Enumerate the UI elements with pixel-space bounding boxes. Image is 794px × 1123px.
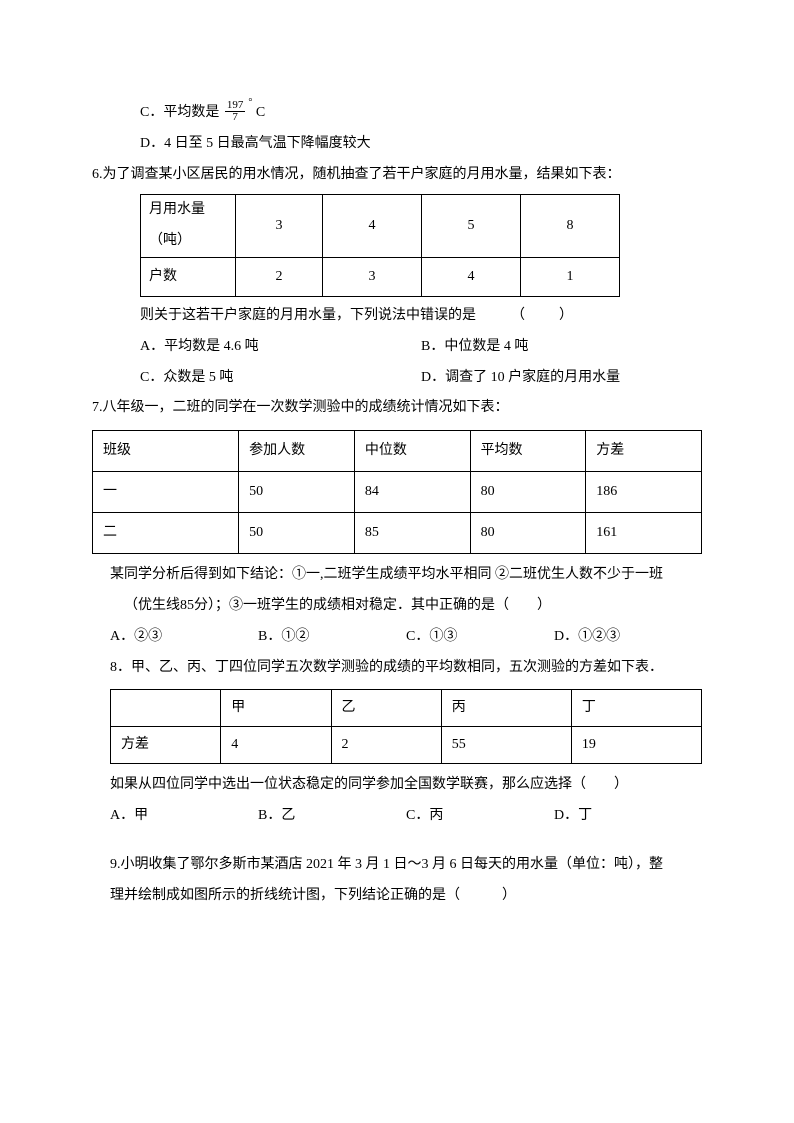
q5-option-d: D．4 日至 5 日最高气温下降幅度较大 bbox=[140, 129, 702, 160]
q6-tail: 则关于这若干户家庭的月用水量，下列说法中错误的是 （ ） bbox=[140, 301, 702, 332]
cell: 50 bbox=[239, 513, 355, 554]
q6-option-c: C．众数是 5 吨 bbox=[140, 363, 421, 394]
q7-option-d: D．①②③ bbox=[554, 622, 702, 653]
table-row: 甲 乙 丙 丁 bbox=[111, 690, 702, 727]
q7-stem: 7.八年级一，二班的同学在一次数学测验中的成绩统计情况如下表： bbox=[92, 393, 702, 424]
cell: 3 bbox=[323, 257, 422, 296]
cell: 一 bbox=[93, 472, 239, 513]
cell: 班级 bbox=[93, 431, 239, 472]
cell: 161 bbox=[586, 513, 702, 554]
cell: 乙 bbox=[331, 690, 441, 727]
cell: 2 bbox=[236, 257, 323, 296]
cell: 甲 bbox=[221, 690, 331, 727]
degree-symbol: ° bbox=[248, 92, 252, 114]
cell: 平均数 bbox=[470, 431, 586, 472]
cell: 二 bbox=[93, 513, 239, 554]
q7-conclusion-line1: 某同学分析后得到如下结论：①一,二班学生成绩平均水平相同 ②二班优生人数不少于一… bbox=[110, 560, 702, 591]
cell: 55 bbox=[441, 727, 571, 764]
cell: 80 bbox=[470, 472, 586, 513]
cell: 丁 bbox=[571, 690, 701, 727]
q9-line1: 9.小明收集了鄂尔多斯市某酒店 2021 年 3 月 1 日～3 月 6 日每天… bbox=[110, 850, 702, 881]
cell: 4 bbox=[323, 195, 422, 258]
cell: 5 bbox=[422, 195, 521, 258]
q7-conclusion-line2: （优生线85分）；③一班学生的成绩相对稳定．其中正确的是（ ） bbox=[124, 591, 702, 622]
q7-concl-a: 某同学分析后得到如下结论：①一,二班学生成绩平均水平相同 bbox=[110, 567, 492, 582]
cell: 19 bbox=[571, 727, 701, 764]
q6-option-d: D．调查了 10 户家庭的月用水量 bbox=[421, 363, 702, 394]
cell: 户数 bbox=[141, 257, 236, 296]
spacer bbox=[92, 832, 702, 850]
cell: 50 bbox=[239, 472, 355, 513]
cell: 丙 bbox=[441, 690, 571, 727]
q5-optc-text-b: C bbox=[252, 105, 265, 120]
q7-option-a: A．②③ bbox=[110, 622, 258, 653]
table-row: 月用水量（吨） 3 4 5 8 bbox=[141, 195, 620, 258]
q8-tail: 如果从四位同学中选出一位状态稳定的同学参加全国数学联赛，那么应选择（ ） bbox=[110, 770, 702, 801]
q6-options-row1: A．平均数是 4.6 吨 B．中位数是 4 吨 bbox=[140, 332, 702, 363]
frac-den: 7 bbox=[225, 112, 246, 124]
q7-table: 班级 参加人数 中位数 平均数 方差 一 50 84 80 186 二 50 8… bbox=[92, 430, 702, 554]
table-row: 二 50 85 80 161 bbox=[93, 513, 702, 554]
q8-option-c: C．丙 bbox=[406, 801, 554, 832]
q6-options-row2: C．众数是 5 吨 D．调查了 10 户家庭的月用水量 bbox=[140, 363, 702, 394]
q6-tail-text: 则关于这若干户家庭的月用水量，下列说法中错误的是 bbox=[140, 308, 476, 323]
q7-option-b: B．①② bbox=[258, 622, 406, 653]
cell bbox=[111, 690, 221, 727]
q8-option-b: B．乙 bbox=[258, 801, 406, 832]
q8-table: 甲 乙 丙 丁 方差 4 2 55 19 bbox=[110, 689, 702, 764]
q7-option-c: C．①③ bbox=[406, 622, 554, 653]
cell: 84 bbox=[354, 472, 470, 513]
q8-options: A．甲 B．乙 C．丙 D．丁 bbox=[110, 801, 702, 832]
table-row: 一 50 84 80 186 bbox=[93, 472, 702, 513]
q6-table: 月用水量（吨） 3 4 5 8 户数 2 3 4 1 bbox=[140, 194, 620, 297]
cell: 2 bbox=[331, 727, 441, 764]
q5-optc-text-a: C．平均数是 bbox=[140, 105, 223, 120]
table-row: 户数 2 3 4 1 bbox=[141, 257, 620, 296]
cell: 中位数 bbox=[354, 431, 470, 472]
cell: 85 bbox=[354, 513, 470, 554]
cell: 参加人数 bbox=[239, 431, 355, 472]
q7-concl-b: ②二班优生人数不少于一班 bbox=[495, 567, 663, 582]
cell: 4 bbox=[422, 257, 521, 296]
cell: 186 bbox=[586, 472, 702, 513]
q8-option-d: D．丁 bbox=[554, 801, 702, 832]
cell: 方差 bbox=[586, 431, 702, 472]
table-row: 方差 4 2 55 19 bbox=[111, 727, 702, 764]
q5-option-c: C．平均数是 1977° C bbox=[140, 98, 702, 129]
blank-paren: （ ） bbox=[518, 308, 575, 323]
cell: 3 bbox=[236, 195, 323, 258]
q6-option-a: A．平均数是 4.6 吨 bbox=[140, 332, 421, 363]
cell: 8 bbox=[521, 195, 620, 258]
cell: 4 bbox=[221, 727, 331, 764]
q6-stem: 6.为了调查某小区居民的用水情况，随机抽查了若干户家庭的月用水量，结果如下表： bbox=[92, 160, 702, 191]
table-row: 班级 参加人数 中位数 平均数 方差 bbox=[93, 431, 702, 472]
cell: 80 bbox=[470, 513, 586, 554]
cell: 方差 bbox=[111, 727, 221, 764]
cell: 1 bbox=[521, 257, 620, 296]
q9-line2: 理并绘制成如图所示的折线统计图，下列结论正确的是（ ） bbox=[110, 881, 702, 912]
q8-stem: 8．甲、乙、丙、丁四位同学五次数学测验的成绩的平均数相同，五次测验的方差如下表． bbox=[110, 653, 702, 684]
cell: 月用水量（吨） bbox=[141, 195, 236, 258]
q6-option-b: B．中位数是 4 吨 bbox=[421, 332, 702, 363]
q7-options: A．②③ B．①② C．①③ D．①②③ bbox=[110, 622, 702, 653]
q8-option-a: A．甲 bbox=[110, 801, 258, 832]
q5-optc-fraction: 1977 bbox=[225, 100, 246, 124]
